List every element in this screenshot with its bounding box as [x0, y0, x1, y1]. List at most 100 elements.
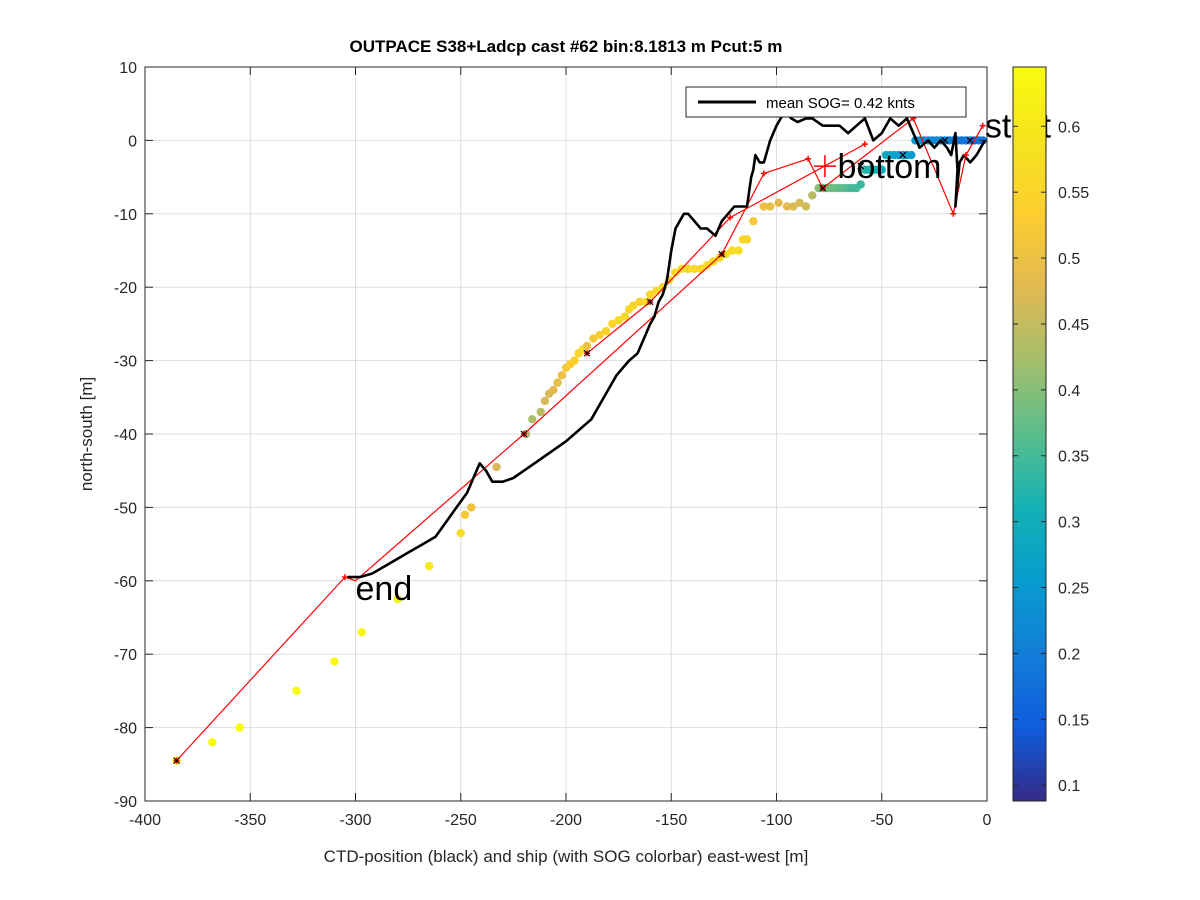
colorbar-tick-label: 0.35	[1058, 449, 1089, 466]
colorbar-tick-label: 0.4	[1058, 383, 1080, 400]
x-tick-label: -400	[129, 812, 161, 829]
colorbar-frame	[1012, 66, 1047, 802]
y-tick-label: -30	[114, 354, 137, 371]
ship-sog-point	[765, 202, 775, 211]
ship-sog-point	[553, 378, 562, 387]
series-layer: startbottomend	[172, 108, 1052, 765]
y-tick-label: -20	[114, 280, 137, 297]
legend-entry-label: mean SOG= 0.42 knts	[766, 95, 915, 112]
ship-sog-point	[235, 723, 244, 732]
colorbar: 0.1 0.15 0.2 0.25 0.3 0.35 0.4 0.45 0.5 0.55 0.6	[1012, 66, 1089, 802]
ship-sog-point	[856, 180, 865, 189]
ship-sog-point	[646, 290, 655, 299]
annotation-end: end	[356, 570, 413, 608]
ship-sog-point	[795, 198, 804, 207]
ship-sog-point	[759, 202, 769, 211]
ship-sog-point	[595, 330, 604, 340]
ship-sog-point	[570, 356, 579, 365]
colorbar-ticks: 0.1 0.15 0.2 0.25 0.3 0.35 0.4 0.45 0.5 0.55 0.6	[1013, 119, 1089, 795]
y-tick-label: -80	[114, 721, 137, 738]
ship-sog-point	[620, 312, 630, 321]
black-marker	[819, 184, 827, 192]
black-marker	[966, 136, 974, 144]
ship-sog-point	[330, 657, 339, 666]
colorbar-tick-label: 0.5	[1058, 251, 1080, 268]
black-marker	[857, 162, 865, 170]
ship-sog-point	[582, 341, 592, 351]
black-marker	[173, 757, 180, 765]
ship-sog-point	[774, 198, 783, 207]
colorbar-tick-label: 0.3	[1058, 515, 1080, 532]
grid-lines	[145, 67, 987, 801]
y-tick-label: -60	[114, 574, 137, 591]
ship-sog-point	[549, 385, 558, 395]
ship-sog-point	[877, 165, 886, 174]
black-marker	[718, 250, 726, 258]
y-tick-label: -10	[114, 207, 137, 224]
x-tick-label: -150	[655, 812, 687, 829]
legend: mean SOG= 0.42 knts	[685, 86, 967, 118]
ctd-position-line	[347, 109, 987, 579]
ship-sog-point	[801, 202, 811, 211]
ship-sog-point	[589, 334, 598, 343]
ship-sog-point	[467, 503, 476, 512]
red-connector-line	[586, 143, 866, 354]
x-tick-label: -100	[760, 812, 792, 829]
ship-sog-point	[728, 246, 737, 255]
colorbar-gradient	[1013, 67, 1046, 801]
black-marker	[520, 430, 528, 438]
colorbar-tick-label: 0.15	[1058, 712, 1089, 729]
ship-sog-point	[424, 561, 434, 571]
annotation-bottom: bottom	[838, 148, 942, 186]
ship-sog-point	[540, 396, 550, 406]
ship-sog-point	[456, 528, 465, 538]
ship-sog-point	[702, 260, 712, 270]
ship-sog-point	[393, 594, 402, 604]
ship-sog-point	[671, 268, 680, 277]
ship-sog-point	[789, 202, 798, 211]
black-marker	[583, 349, 591, 357]
ship-sog-point	[683, 264, 693, 274]
ship-sog-point	[749, 216, 758, 226]
ship-sog-point	[734, 246, 743, 255]
ship-sog-point	[557, 371, 566, 380]
ship-sog-point	[536, 407, 545, 417]
colorbar-tick-label: 0.6	[1058, 119, 1080, 136]
y-tick-label: -40	[114, 427, 137, 444]
y-tick-label: -50	[114, 500, 137, 517]
ship-sog-point	[907, 150, 916, 160]
ship-sog-point	[608, 319, 617, 329]
ship-sog-point	[690, 264, 699, 274]
y-tick-label: -70	[114, 647, 137, 664]
colorbar-tick-label: 0.25	[1058, 581, 1089, 598]
x-tick-label: -50	[870, 812, 893, 829]
x-tick-label: -300	[339, 812, 371, 829]
ship-sog-point	[357, 627, 367, 637]
colorbar-tick-label: 0.55	[1058, 185, 1089, 202]
black-marker	[941, 136, 949, 144]
ship-sog-point	[635, 297, 644, 307]
x-tick-label: 0	[983, 812, 992, 829]
ship-sog-point	[601, 327, 611, 336]
x-axis-label: CTD-position (black) and ship (with SOG …	[324, 847, 809, 866]
colorbar-tick-label: 0.2	[1058, 646, 1080, 663]
ship-sog-point	[492, 462, 501, 472]
y-tick-label: 0	[128, 133, 137, 150]
ship-sog-point	[208, 738, 217, 747]
x-tick-label: -200	[550, 812, 582, 829]
colorbar-tick-label: 0.45	[1058, 317, 1089, 334]
y-axis-label: north-south [m]	[77, 377, 96, 491]
black-marker	[899, 151, 907, 159]
axis-ticks: -400 -350 -300 -250 -200 -150 -100 -50 0-90-80-7…	[114, 60, 992, 829]
y-tick-label: -90	[114, 794, 137, 811]
chart-title: OUTPACE S38+Ladcp cast #62 bin:8.1813 m …	[350, 37, 783, 56]
ship-sog-point	[742, 235, 752, 244]
ship-sog-point	[614, 316, 623, 325]
colorbar-tick-label: 0.1	[1058, 778, 1080, 795]
ship-sog-point	[292, 686, 301, 696]
black-marker	[646, 298, 654, 306]
x-tick-label: -250	[445, 812, 477, 829]
ship-sog-point	[782, 202, 792, 211]
ship-sog-point	[629, 301, 638, 310]
